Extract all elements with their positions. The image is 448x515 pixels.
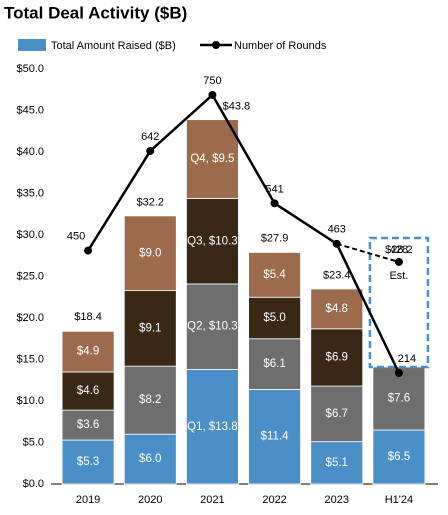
- bar-segment: [61, 371, 115, 411]
- bar-segment: [123, 290, 177, 367]
- estimate-marker: [394, 257, 403, 266]
- total-label: $18.4: [74, 311, 102, 323]
- x-tick-label: 2021: [200, 494, 224, 506]
- data-label: $5.3: [77, 456, 99, 468]
- bar-segment: [186, 198, 239, 285]
- legend-marker: [212, 41, 220, 49]
- data-label: $4.6: [77, 385, 99, 397]
- y-tick-label: $35.0: [16, 187, 44, 199]
- bar-segment: [186, 119, 239, 199]
- estimate-box: [368, 236, 430, 369]
- bar-segment: [61, 330, 115, 373]
- data-label: $11.4: [261, 431, 290, 443]
- y-tick-label: $0.0: [23, 478, 44, 490]
- data-label: $9.0: [139, 247, 161, 259]
- rounds-marker: [394, 368, 403, 377]
- bar-segment: [123, 365, 177, 435]
- y-tick-label: $15.0: [16, 353, 44, 365]
- bar-segment: [310, 328, 364, 387]
- bar-segment: [372, 366, 426, 431]
- bar-segment: [61, 439, 115, 485]
- data-label: $6.7: [326, 408, 348, 420]
- data-label: Q1, $13.8: [187, 421, 238, 433]
- total-label: $23.4: [323, 270, 351, 282]
- data-label: $6.1: [263, 358, 285, 370]
- bar-segment: [248, 296, 301, 340]
- y-tick-label: $40.0: [16, 146, 44, 158]
- bar-segment: [186, 283, 239, 370]
- legend-swatch: [18, 39, 46, 51]
- data-label: $4.9: [77, 346, 99, 358]
- bar-segment: [186, 369, 239, 485]
- bar-segment: [310, 441, 364, 485]
- total-label: $32.2: [136, 197, 164, 209]
- data-label: $5.4: [263, 269, 286, 281]
- rounds-marker: [208, 90, 217, 99]
- legend-label: Number of Rounds: [234, 40, 327, 52]
- y-tick-label: $20.0: [16, 312, 44, 324]
- rounds-marker: [270, 199, 279, 208]
- rounds-label: 750: [203, 75, 221, 87]
- rounds-marker: [84, 246, 93, 255]
- total-label: $43.8: [223, 100, 251, 112]
- y-tick-label: $5.0: [23, 436, 44, 448]
- y-tick-label: $50.0: [16, 63, 44, 75]
- rounds-label: 450: [67, 230, 85, 242]
- y-tick-label: $45.0: [16, 104, 44, 116]
- data-label: $7.6: [388, 393, 410, 405]
- data-label: Q4, $9.5: [190, 153, 234, 165]
- data-label: $6.5: [388, 451, 410, 463]
- y-tick-label: $30.0: [16, 229, 44, 241]
- data-label: $5.1: [326, 457, 348, 469]
- estimate-line: [336, 242, 400, 263]
- data-label: $9.1: [139, 322, 161, 334]
- estimate-note: Est.: [389, 270, 408, 282]
- chart-title: Total Deal Activity ($B): [4, 3, 187, 22]
- data-label: $6.9: [326, 351, 348, 363]
- x-tick-label: 2020: [138, 494, 162, 506]
- bar-segment: [248, 252, 301, 298]
- x-tick-label: 2019: [76, 494, 100, 506]
- data-label: Q2, $10.3: [187, 321, 238, 333]
- rounds-marker: [332, 239, 341, 248]
- rounds-marker: [146, 146, 155, 155]
- rounds-line: [87, 92, 401, 374]
- bar-segment: [310, 288, 364, 330]
- rounds-label: 463: [328, 224, 346, 236]
- rounds-label: 214: [398, 353, 416, 365]
- x-tick-label: 2022: [262, 494, 286, 506]
- bar-segment: [310, 385, 364, 443]
- estimate-rounds-label: 428: [390, 244, 408, 256]
- x-tick-label: H1'24: [385, 494, 413, 506]
- legend-label: Total Amount Raised ($B): [51, 40, 176, 52]
- bar-segment: [61, 409, 115, 441]
- x-tick-label: 2023: [325, 494, 349, 506]
- bar-segment: [123, 215, 177, 292]
- total-label: $27.9: [261, 232, 289, 244]
- rounds-label: 642: [141, 131, 159, 143]
- data-label: $6.0: [139, 453, 161, 465]
- data-label: $5.0: [263, 312, 285, 324]
- data-label: $3.6: [77, 419, 99, 431]
- data-label: $4.8: [326, 303, 348, 315]
- estimate-label: $28.2: [385, 244, 413, 256]
- y-tick-label: $25.0: [16, 270, 44, 282]
- data-label: $8.2: [139, 394, 161, 406]
- bar-segment: [372, 429, 426, 485]
- rounds-label: 541: [265, 183, 283, 195]
- y-tick-label: $10.0: [16, 395, 44, 407]
- data-label: Q3, $10.3: [187, 235, 238, 247]
- bar-segment: [248, 388, 301, 485]
